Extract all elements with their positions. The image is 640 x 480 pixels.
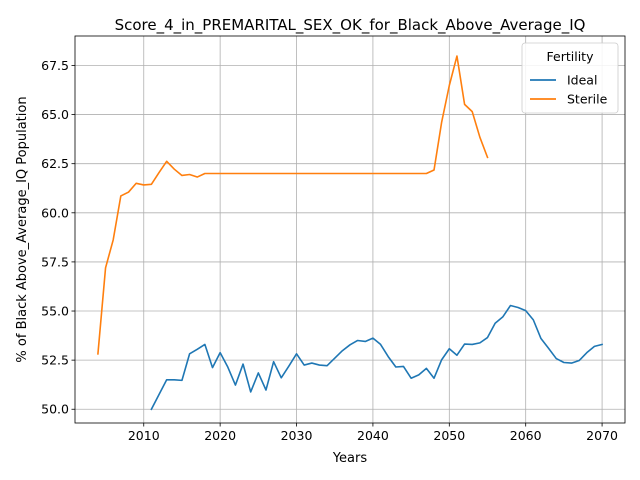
series-layer [97, 55, 604, 411]
legend: Fertility Ideal Sterile [521, 42, 619, 114]
y-axis-label: % of Black Above_Average_IQ Population [15, 96, 30, 362]
y-tick-label: 50.0 [41, 402, 69, 417]
series-line-sterile [97, 55, 489, 355]
y-tick-label: 62.5 [41, 156, 69, 171]
legend-label-ideal: Ideal [567, 73, 597, 88]
x-tick-label: 2050 [433, 428, 465, 443]
legend-label-sterile: Sterile [567, 92, 608, 107]
y-tick-label: 67.5 [41, 58, 69, 73]
y-tick-label: 55.0 [41, 304, 69, 319]
x-tick-label: 2030 [281, 428, 313, 443]
legend-box [521, 42, 619, 114]
y-axis: 50.0 52.5 55.0 57.5 60.0 62.5 65.0 67.5 [41, 58, 75, 417]
x-axis: 2010 2020 2030 2040 2050 2060 2070 [128, 423, 618, 443]
grid [75, 36, 625, 423]
x-tick-label: 2010 [128, 428, 160, 443]
y-tick-label: 65.0 [41, 107, 69, 122]
x-axis-label: Years [332, 451, 368, 466]
y-tick-label: 60.0 [41, 205, 69, 220]
chart-title: Score_4_in_PREMARITAL_SEX_OK_for_Black_A… [115, 16, 586, 35]
y-tick-label: 57.5 [41, 254, 69, 269]
x-tick-label: 2060 [510, 428, 542, 443]
plot-frame [74, 35, 626, 424]
x-tick-label: 2020 [204, 428, 236, 443]
series-line-ideal [150, 304, 604, 411]
x-tick-label: 2040 [357, 428, 389, 443]
y-tick-label: 52.5 [41, 353, 69, 368]
x-tick-label: 2070 [586, 428, 618, 443]
legend-title: Fertility [547, 49, 595, 64]
